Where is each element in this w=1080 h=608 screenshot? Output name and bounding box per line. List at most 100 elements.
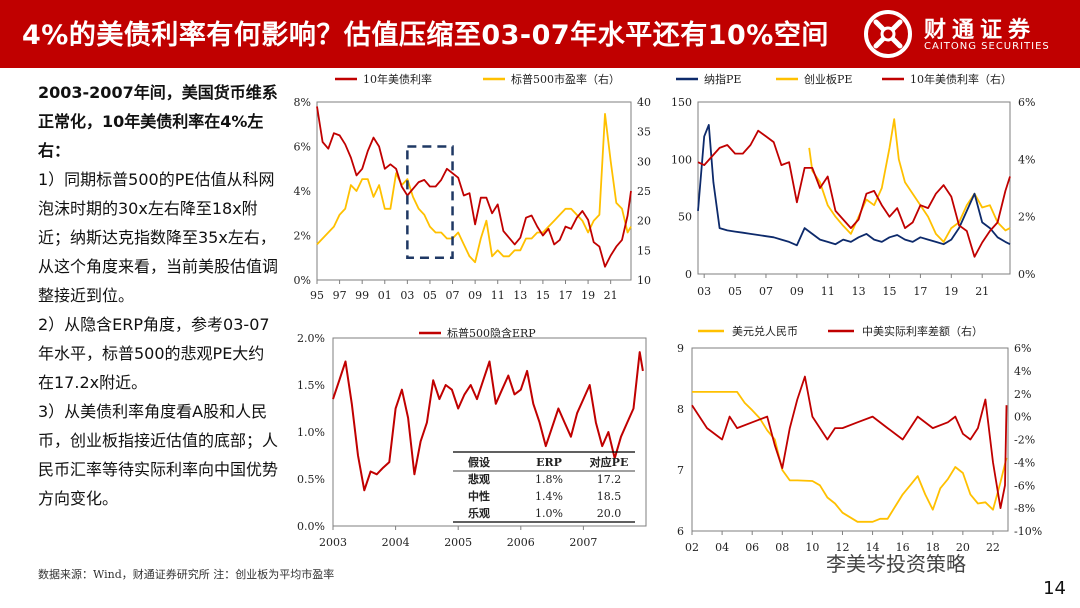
chart1-x-tick-5: 05 [423, 289, 437, 302]
chart1-y-right-tick-2: 20 [637, 215, 651, 228]
chart2-y-left-tick-3: 150 [671, 96, 692, 109]
chart3-y-tick-4: 2.0% [297, 332, 325, 345]
chart3-table-cell-0-0: 悲观 [468, 472, 490, 486]
chart4-legend-label-usdcny: 美元兑人民币 [732, 324, 798, 338]
chart3-table-cell-1-1: 1.4% [535, 490, 563, 503]
chart2-series-chinext-pe [808, 118, 1011, 243]
chart2-x-tick-8: 19 [944, 285, 958, 298]
chart4-y-right-tick-3: -4% [1014, 456, 1035, 469]
chart4-series-rate-spread [691, 375, 1008, 509]
chart3-table-header-2: 对应PE [590, 455, 629, 469]
chart3-table-cell-1-0: 中性 [468, 489, 490, 503]
company-logo: 财通证券 CAITONG SECURITIES [862, 8, 1058, 60]
chart3-series-erp [332, 351, 644, 492]
chart2-x-tick-3: 09 [790, 285, 804, 298]
chart2-x-tick-4: 11 [821, 285, 835, 298]
logo-name: 财通证券 [924, 18, 1037, 43]
chart4-series-usdcny [692, 391, 1008, 523]
chart1-x-tick-2: 99 [355, 289, 369, 302]
chart4-x-tick-9: 20 [956, 541, 970, 554]
chart4-x-tick-1: 04 [715, 541, 729, 554]
chart4-x-tick-3: 08 [775, 541, 789, 554]
caitong-logo-icon [864, 10, 912, 58]
chart4-x-tick-2: 06 [745, 541, 759, 554]
chart3-x-tick-0: 2003 [319, 536, 347, 549]
chart4-y-left-tick-0: 6 [677, 525, 684, 538]
chart4-x-tick-6: 14 [866, 541, 880, 554]
commentary-intro: 2003-2007年间，美国货币维系正常化，10年美债利率在4%左右： [38, 83, 278, 160]
chart3-y-tick-2: 1.0% [297, 426, 325, 439]
chart1-x-tick-0: 95 [310, 289, 324, 302]
chart3-table-cell-2-0: 乐观 [468, 506, 490, 520]
chart2-y-left-tick-1: 50 [678, 211, 692, 224]
chart3-legend: 标普500隐含ERP [419, 326, 536, 340]
chart4-y-right-tick-5: 0% [1014, 411, 1031, 424]
chart4-x-tick-5: 12 [835, 541, 849, 554]
chart4-legend-label-spread: 中美实际利率差额（右） [862, 324, 983, 338]
page-title: 4%的美债利率有何影响？估值压缩至03-07年水平还有10%空间 [22, 20, 829, 51]
chart-treasury-vs-sp500-pe: 10年美债利率 标普500市盈率（右） 0% 2% 4% 6% 8% 10 15 20 25 30… [294, 72, 651, 302]
chart1-y-left-tick-4: 8% [294, 96, 311, 109]
chart2-plot-frame [697, 101, 1011, 275]
chart2-legend-label-chinext: 创业板PE [804, 72, 852, 86]
chart3-x-tick-1: 2004 [382, 536, 410, 549]
chart2-x-tick-9: 21 [975, 285, 989, 298]
chart4-y-right-tick-1: -8% [1014, 502, 1035, 515]
chart3-x-tick-2: 2005 [444, 536, 472, 549]
chart1-plot-frame [316, 101, 632, 281]
chart4-y-right-tick-2: -6% [1014, 479, 1035, 492]
chart1-x-tick-12: 19 [581, 289, 595, 302]
chart4-y-right-tick-0: -10% [1014, 525, 1042, 538]
chart4-y-right-tick-6: 2% [1014, 388, 1031, 401]
page-number: 14 [1043, 578, 1066, 599]
data-source-note: 数据来源：Wind，财通证券研究所 注：创业板为平均市盈率 [38, 568, 335, 581]
chart2-y-left-tick-0: 0 [685, 268, 692, 281]
chart1-x-tick-10: 15 [536, 289, 550, 302]
chart3-table-cell-2-1: 1.0% [535, 507, 563, 520]
chart2-legend-label-yield: 10年美债利率（右） [910, 72, 1012, 86]
chart1-legend-label-yield: 10年美债利率 [363, 72, 432, 86]
chart1-y-right-tick-4: 30 [637, 155, 651, 168]
chart3-y-tick-3: 1.5% [297, 379, 325, 392]
chart1-y-left-tick-0: 0% [294, 274, 311, 287]
chart3-x-tick-3: 2006 [507, 536, 535, 549]
chart1-x-tick-9: 13 [513, 289, 527, 302]
chart1-x-tick-3: 01 [378, 289, 392, 302]
chart4-y-right-tick-4: -2% [1014, 434, 1035, 447]
chart1-y-left-tick-1: 2% [294, 230, 311, 243]
chart3-table-cell-0-1: 1.8% [535, 473, 563, 486]
chart2-y-left-tick-2: 100 [671, 153, 692, 166]
chart2-series-nasdaq-pe [697, 124, 1011, 247]
chart1-y-right-tick-6: 40 [637, 96, 651, 109]
chart4-y-right-tick-8: 6% [1014, 342, 1031, 355]
chart-nasdaq-chinext-pe: 纳指PE 创业板PE 10年美债利率（右） 0501001500%2%4%6%0… [671, 72, 1035, 298]
chart4-y-right-tick-7: 4% [1014, 365, 1031, 378]
chart4-x-tick-10: 22 [986, 541, 1000, 554]
chart1-x-tick-4: 03 [400, 289, 414, 302]
chart-sp500-implied-erp: 标普500隐含ERP 0.0% 0.5% 1.0% 1.5% 2.0% 2003 2004 2… [297, 326, 647, 549]
chart4-x-tick-8: 18 [926, 541, 940, 554]
chart2-series-treasury-yield [697, 129, 1011, 258]
chart2-y-right-tick-2: 4% [1018, 153, 1035, 166]
chart1-y-right-tick-3: 25 [637, 185, 651, 198]
chart2-x-tick-1: 05 [728, 285, 742, 298]
chart1-y-right-tick-1: 15 [637, 244, 651, 257]
chart2-x-tick-5: 13 [852, 285, 866, 298]
chart-usdcny-vs-rate-spread: 美元兑人民币 中美实际利率差额（右） 6 7 8 9 -10% -8% -6% -4% -2% 0… [677, 324, 1042, 554]
chart1-x-tick-13: 21 [604, 289, 618, 302]
chart1-y-left-tick-2: 4% [294, 185, 311, 198]
commentary-panel: 2003-2007年间，美国货币维系正常化，10年美债利率在4%左右： 1）同期… [38, 78, 278, 513]
title-bar: 4%的美债利率有何影响？估值压缩至03-07年水平还有10%空间 财通证券 CA… [0, 0, 1080, 68]
chart2-x-tick-0: 03 [697, 285, 711, 298]
chart2-x-tick-2: 07 [759, 285, 773, 298]
chart4-plot-frame [691, 347, 1009, 532]
chart1-legend: 10年美债利率 标普500市盈率（右） [335, 72, 620, 86]
chart2-legend-label-nasdaq: 纳指PE [704, 72, 741, 86]
chart1-x-tick-8: 11 [491, 289, 505, 302]
chart2-y-right-tick-1: 2% [1018, 211, 1035, 224]
chart2-x-tick-7: 17 [913, 285, 927, 298]
chart2-y-right-tick-0: 0% [1018, 268, 1035, 281]
chart2-x-tick-6: 15 [883, 285, 897, 298]
chart1-x-tick-1: 97 [333, 289, 347, 302]
chart4-x-tick-7: 16 [896, 541, 910, 554]
